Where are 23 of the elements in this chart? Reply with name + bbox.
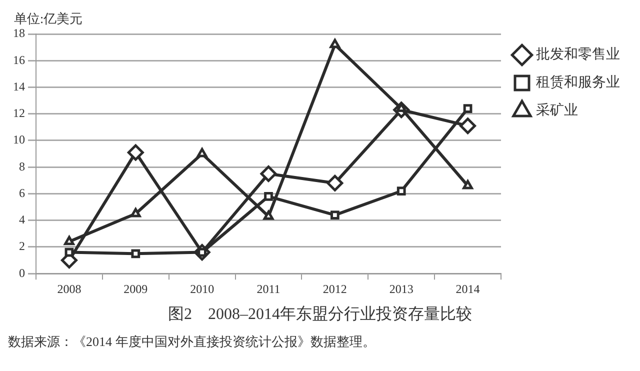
legend-label: 租赁和服务业 [536, 74, 620, 91]
x-tick-label: 2009 [124, 282, 148, 296]
x-tick-label: 2012 [322, 282, 347, 296]
y-tick-label: 4 [19, 212, 25, 227]
y-tick-label: 14 [13, 79, 25, 94]
y-tick-label: 2 [19, 239, 25, 254]
x-tick-label: 2008 [57, 282, 82, 296]
x-tick-label: 2010 [190, 282, 214, 296]
x-tick-label: 2014 [456, 282, 480, 296]
y-tick-label: 16 [13, 52, 25, 67]
y-tick-label: 18 [13, 26, 25, 40]
y-tick-label: 0 [19, 266, 25, 280]
legend-label: 批发和零售业 [536, 46, 620, 63]
source-note: 数据来源：《2014 年度中国对外直接投资统计公报》数据整理。 [8, 333, 376, 351]
y-axis-title: 单位:亿美元 [14, 10, 83, 26]
y-tick-label: 6 [19, 186, 25, 200]
text: 图2 2008–2014年东盟分行业投资存量比较 [167, 304, 473, 325]
legend-label: 采矿业 [536, 102, 578, 119]
y-tick-label: 12 [13, 106, 25, 120]
x-tick-label: 2013 [389, 282, 414, 296]
y-tick-label: 10 [13, 132, 25, 147]
x-tick-label: 2011 [256, 282, 280, 296]
y-tick-label: 8 [19, 159, 25, 174]
